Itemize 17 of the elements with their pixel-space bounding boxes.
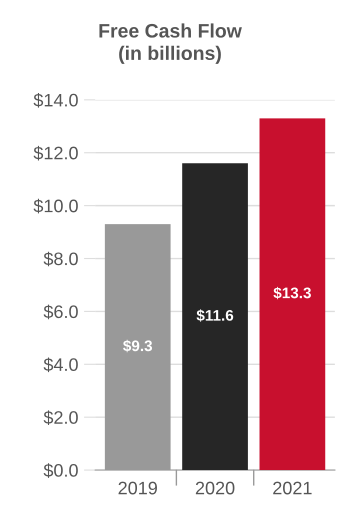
y-tick-label: $8.0 xyxy=(44,252,78,266)
bar xyxy=(182,163,248,470)
data-label: $9.3 xyxy=(123,340,152,352)
y-tick-label: $14.0 xyxy=(34,93,78,108)
bar xyxy=(260,118,326,470)
y-tick-label: $6.0 xyxy=(44,304,78,320)
data-label: $13.3 xyxy=(273,286,311,300)
y-tick-label: $12.0 xyxy=(34,146,78,161)
data-label: $11.6 xyxy=(196,309,234,322)
y-tick-label: $4.0 xyxy=(44,357,78,372)
x-tick-label: 2019 xyxy=(118,482,157,494)
y-tick-label: $10.0 xyxy=(34,198,78,214)
x-tick-label: 2020 xyxy=(196,482,234,494)
y-tick-label: $2.0 xyxy=(44,410,78,425)
x-tick-label: 2021 xyxy=(273,482,312,494)
y-tick-label: $0.0 xyxy=(44,463,78,478)
chart-title: Free Cash Flow (in billions) xyxy=(99,23,242,64)
